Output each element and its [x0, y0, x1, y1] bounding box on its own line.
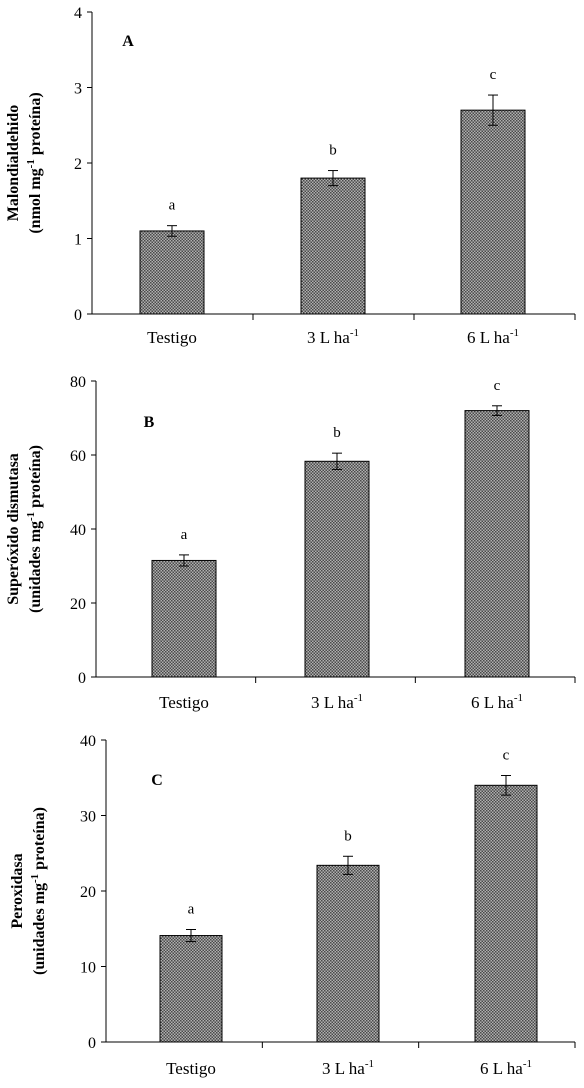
y-tick-label: 0 [78, 670, 86, 687]
y-axis-label-text: Peroxidasa [9, 853, 26, 928]
x-category-label: 3 L ha-1 [307, 327, 359, 347]
x-category-text: 3 L ha [311, 693, 354, 712]
error-bar [332, 452, 342, 470]
significance-letter: c [490, 67, 497, 83]
x-category-superscript: -1 [365, 1058, 374, 1070]
bar [300, 177, 366, 315]
x-category-text: Testigo [147, 328, 197, 347]
error-bar [167, 225, 177, 237]
y-tick-label: 60 [70, 448, 86, 465]
y-tick-label: 3 [74, 81, 82, 98]
x-category-label: Testigo [147, 328, 197, 347]
x-category-label: 3 L ha-1 [311, 692, 363, 712]
bar [474, 784, 538, 1043]
bar [151, 559, 217, 678]
x-category-superscript: -1 [350, 327, 359, 339]
x-category-text: 6 L ha [467, 328, 510, 347]
y-axis-label-superscript: -1 [25, 159, 37, 168]
significance-letter: c [494, 378, 501, 394]
bar [460, 109, 526, 315]
y-tick-label: 80 [70, 374, 86, 391]
error-bar [488, 94, 498, 126]
y-axis-label-text: Malondialdehido [5, 105, 22, 221]
panel-label: C [151, 772, 163, 789]
y-axis-label-text: (unidades mg [27, 521, 44, 613]
y-tick-label: 2 [74, 156, 82, 173]
y-axis-label-text: (unidades mg [31, 883, 48, 975]
x-category-text: 6 L ha [471, 693, 514, 712]
error-bar [179, 554, 189, 567]
y-axis-label-text: (nmol mg [27, 168, 44, 233]
y-tick-label: 0 [74, 307, 82, 324]
x-category-text: 3 L ha [307, 328, 350, 347]
x-category-text: 6 L ha [480, 1059, 523, 1078]
x-category-superscript: -1 [514, 692, 523, 704]
x-category-label: 6 L ha-1 [480, 1058, 532, 1078]
x-category-text: Testigo [159, 693, 209, 712]
y-axis-label-text: proteína) [31, 807, 48, 874]
y-tick-label: 30 [80, 809, 96, 826]
x-category-superscript: -1 [510, 327, 519, 339]
significance-letter: a [181, 527, 188, 543]
y-tick-label: 40 [80, 733, 96, 750]
bar [464, 410, 530, 678]
x-category-text: 3 L ha [322, 1059, 365, 1078]
significance-letter: b [333, 425, 341, 441]
y-tick-label: 1 [74, 232, 82, 249]
significance-letter: a [169, 198, 176, 214]
y-axis-label: Peroxidasa (unidades mg-1 proteína) [9, 807, 48, 975]
y-axis-label-text: proteína) [27, 92, 44, 159]
x-category-label: Testigo [159, 693, 209, 712]
y-tick-label: 0 [88, 1035, 96, 1052]
x-category-label: 6 L ha-1 [471, 692, 523, 712]
error-bar [328, 170, 338, 187]
y-axis-label-text: proteína) [27, 445, 44, 512]
x-category-superscript: -1 [523, 1058, 532, 1070]
error-bar [343, 855, 353, 875]
bar [139, 230, 205, 315]
significance-letter: a [188, 902, 195, 918]
error-bar [186, 929, 196, 943]
x-category-text: Testigo [166, 1059, 216, 1078]
significance-letter: b [344, 828, 352, 844]
panel-label: A [122, 33, 134, 50]
panel-label: B [144, 414, 155, 431]
y-axis-label-text: Superóxido dismutasa [5, 453, 22, 605]
y-axis-label: Malondialdehido (nmol mg-1 proteína) [5, 92, 44, 233]
y-tick-label: 4 [74, 5, 82, 22]
y-axis-label-superscript: -1 [25, 512, 37, 521]
y-tick-label: 20 [70, 596, 86, 613]
y-tick-label: 40 [70, 522, 86, 539]
bar [159, 935, 223, 1043]
y-tick-label: 10 [80, 960, 96, 977]
bar [316, 864, 380, 1043]
bar [304, 460, 370, 678]
x-category-label: Testigo [166, 1059, 216, 1078]
error-bar [492, 405, 502, 416]
x-category-label: 3 L ha-1 [322, 1058, 374, 1078]
y-axis-label: Superóxido dismutasa (unidades mg-1 prote… [5, 445, 44, 613]
y-tick-label: 20 [80, 884, 96, 901]
error-bar [501, 774, 511, 796]
significance-letter: b [329, 143, 337, 159]
significance-letter: c [503, 747, 510, 763]
x-category-superscript: -1 [354, 692, 363, 704]
x-category-label: 6 L ha-1 [467, 327, 519, 347]
y-axis-label-superscript: -1 [29, 874, 41, 883]
